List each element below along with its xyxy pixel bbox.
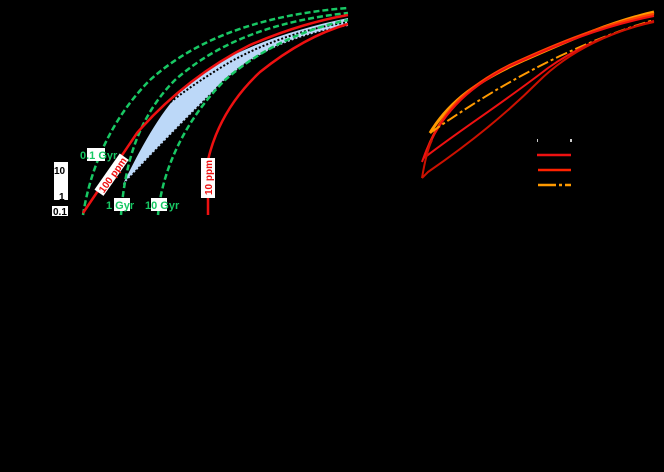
svg-text:1 Gyr: 1 Gyr [106,200,135,212]
svg-text:10 Gyr: 10 Gyr [145,200,180,212]
label-10gyr: 10 Gyr [145,198,180,212]
svg-text:1: 1 [59,192,65,203]
curve-10ppm [206,22,349,215]
label-0.1gyr: 0.1 Gyr [80,148,118,162]
svg-text:10: 10 [54,166,66,177]
right-panel [421,10,655,187]
curve-100ppm [81,13,349,214]
curve-10gyr [156,18,349,216]
label-1gyr: 1 Gyr [106,198,135,212]
curve-lower-left-edge [421,139,433,179]
curve-lower-dark-red [421,21,655,179]
legend [537,139,572,187]
curve-1gyr [119,11,349,216]
label-10ppm: 10 ppm [201,158,215,198]
svg-text:10 ppm: 10 ppm [204,160,215,195]
svg-text:0.1: 0.1 [53,207,67,218]
left-panel: 0.1 Gyr 1 Gyr 10 Gyr 100 ppm 10 ppm 10 1… [52,6,349,218]
band-upper-bound [139,21,349,129]
scale-bar: 10 1 0.1 [52,162,68,218]
curve-upper-red [421,15,655,163]
svg-text:0.1 Gyr: 0.1 Gyr [80,150,118,162]
curve-0.1gyr [81,6,349,216]
